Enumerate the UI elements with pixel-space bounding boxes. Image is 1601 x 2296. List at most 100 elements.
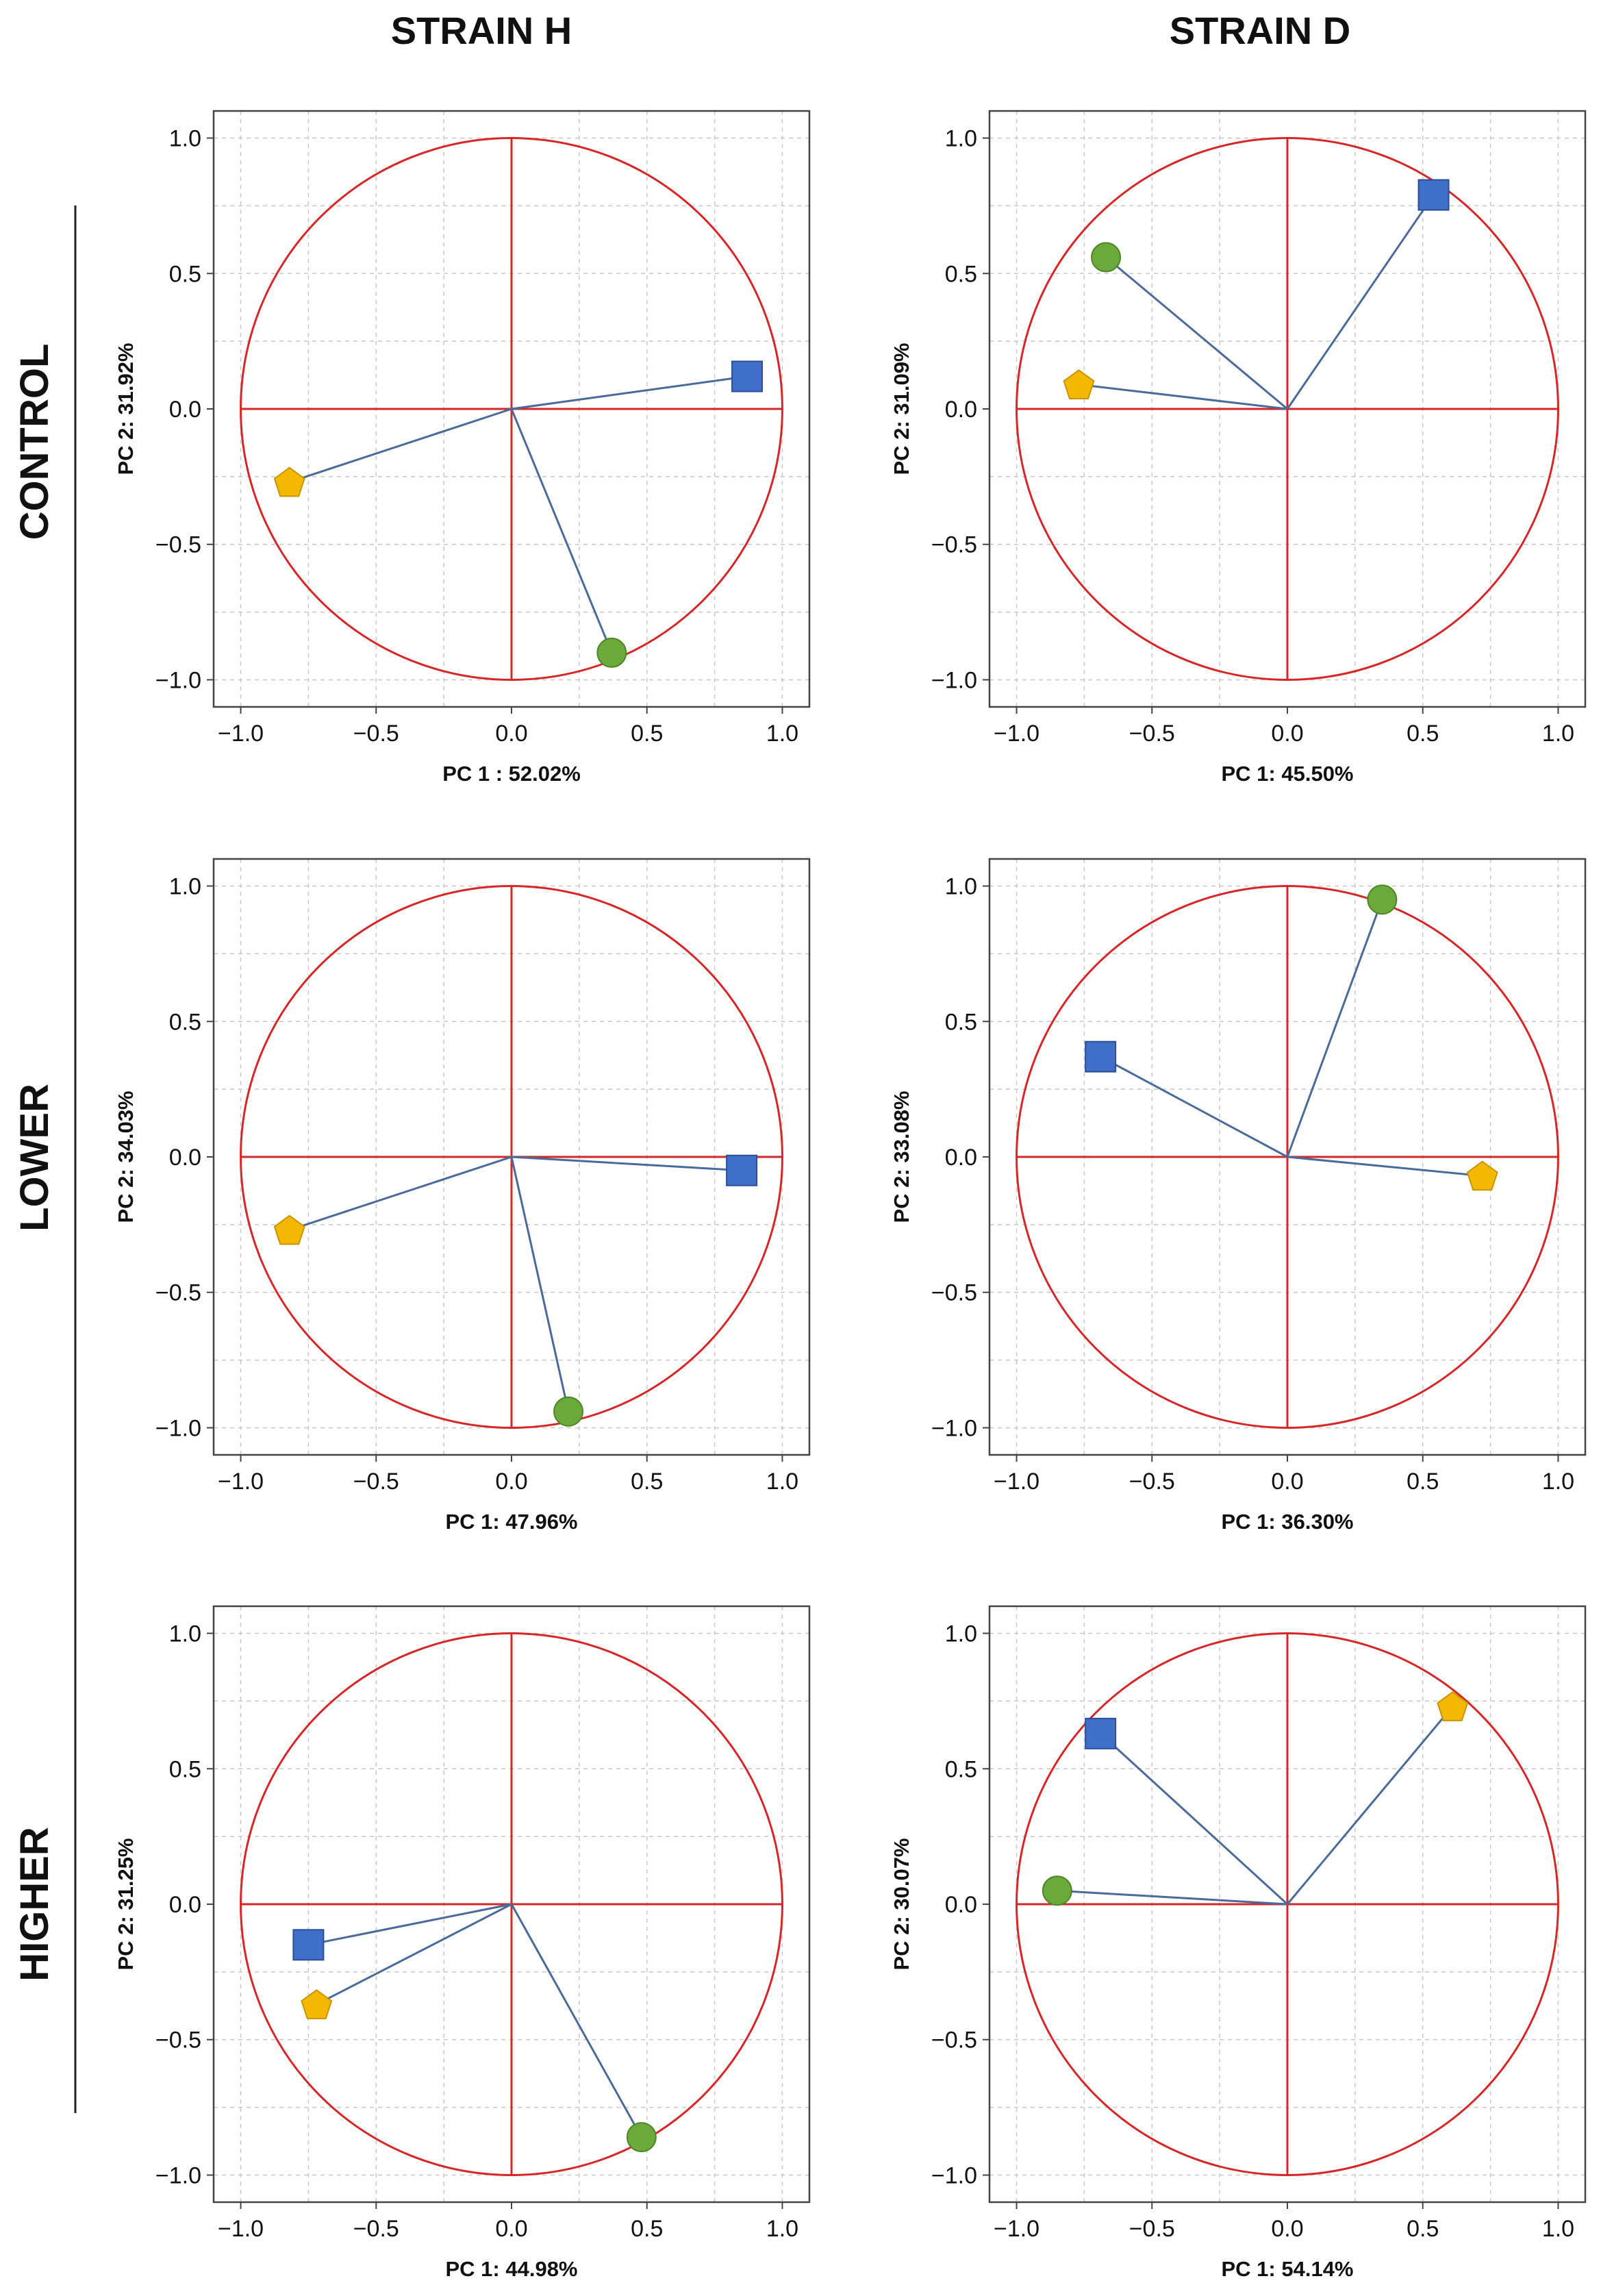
loading-vector-square <box>1286 194 1435 410</box>
row-title-control: CONTROL <box>12 344 57 540</box>
y-tick-label: 1.0 <box>945 874 977 900</box>
loading-vector-pentagon <box>289 1156 512 1232</box>
y-tick-label: −1.0 <box>155 1415 201 1441</box>
square-marker <box>726 1154 758 1186</box>
x-axis-title: PC 1 : 52.02% <box>442 762 581 786</box>
y-axis-title: PC 2: 34.03% <box>114 1091 138 1223</box>
x-tick-label: 0.0 <box>495 2216 527 2242</box>
x-tick-label: −0.5 <box>1129 721 1175 747</box>
y-axis-title: PC 2: 30.07% <box>890 1838 913 1971</box>
x-axis-title: PC 1: 47.96% <box>446 1510 578 1534</box>
y-tick-label: 1.0 <box>945 126 977 152</box>
pentagon-marker <box>273 466 305 497</box>
loading-vector-pentagon <box>289 408 512 484</box>
pentagon-marker <box>273 1214 305 1245</box>
x-tick-label: −1.0 <box>218 1469 264 1495</box>
y-tick-label: −1.0 <box>931 667 977 693</box>
y-tick-label: 1.0 <box>945 1621 977 1647</box>
x-tick-label: 0.0 <box>495 721 527 747</box>
chart-panel-1: −1.0 1.0 −0.5 0.5 0.0 0.0 0.5 −0.5 1.0 −1.0 PC 1 :… <box>114 110 811 786</box>
chart-panel-6: −1.0 1.0 −0.5 0.5 0.0 0.0 0.5 −0.5 1.0 −1.0 PC 1: … <box>890 1605 1587 2281</box>
x-tick-label: 0.5 <box>631 721 663 747</box>
x-tick-label: 1.0 <box>1542 721 1574 747</box>
y-tick-label: 1.0 <box>169 1621 201 1647</box>
x-axis-title: PC 1: 54.14% <box>1222 2257 1354 2281</box>
x-axis-title: PC 1: 36.30% <box>1222 1510 1354 1534</box>
square-marker <box>1417 179 1450 211</box>
pentagon-marker <box>1063 369 1095 399</box>
column-title-strain-h: STRAIN H <box>391 9 572 52</box>
x-tick-label: −1.0 <box>218 721 264 747</box>
x-axis-title: PC 1: 44.98% <box>446 2257 578 2281</box>
loading-vector-pentagon <box>1079 383 1288 410</box>
chart-panel-2: −1.0 1.0 −0.5 0.5 0.0 0.0 0.5 −0.5 1.0 −1.0 PC 1: … <box>890 110 1587 786</box>
x-tick-label: −0.5 <box>353 2216 399 2242</box>
pentagon-marker <box>301 1989 333 2019</box>
column-title-strain-d: STRAIN D <box>1170 9 1350 52</box>
x-tick-label: 0.0 <box>1271 2216 1303 2242</box>
circle-marker <box>553 1396 584 1427</box>
x-tick-label: −0.5 <box>1129 1469 1175 1495</box>
pentagon-marker <box>1466 1160 1498 1191</box>
chart-panel-5: −1.0 1.0 −0.5 0.5 0.0 0.0 0.5 −0.5 1.0 −1.0 PC 1: … <box>114 1605 811 2281</box>
y-axis-title: PC 2: 31.25% <box>114 1838 138 1971</box>
y-tick-label: −1.0 <box>155 667 201 693</box>
x-tick-label: 0.5 <box>1407 721 1439 747</box>
chart-panel-4: −1.0 1.0 −0.5 0.5 0.0 0.0 0.5 −0.5 1.0 −1.0 PC 1: … <box>890 858 1587 1534</box>
y-axis-title: PC 2: 31.92% <box>114 343 138 475</box>
square-marker <box>292 1929 325 1961</box>
circle-marker <box>1042 1875 1072 1906</box>
x-tick-label: −1.0 <box>994 721 1039 747</box>
y-tick-label: 0.0 <box>945 1892 977 1918</box>
loading-vector-circle <box>1105 256 1288 410</box>
loading-vector-pentagon <box>1287 1156 1483 1177</box>
square-marker <box>1085 1717 1117 1749</box>
x-tick-label: 1.0 <box>766 2216 798 2242</box>
chart-panel-3: −1.0 1.0 −0.5 0.5 0.0 0.0 0.5 −0.5 1.0 −1.0 PC 1: … <box>114 858 811 1534</box>
x-tick-label: 0.0 <box>1271 1469 1303 1495</box>
x-tick-label: 0.5 <box>1407 2216 1439 2242</box>
x-tick-label: −1.0 <box>994 2216 1039 2242</box>
y-tick-label: −0.5 <box>155 532 201 558</box>
row-title-higher: HIGHER <box>12 1827 57 1982</box>
pentagon-marker <box>1437 1691 1469 1721</box>
loading-vector-square <box>308 1903 512 1946</box>
y-tick-label: −0.5 <box>155 1280 201 1306</box>
circle-marker <box>1367 884 1398 915</box>
loading-vector-circle <box>510 1156 570 1412</box>
y-tick-label: 0.5 <box>169 1756 201 1782</box>
loading-vector-pentagon <box>316 1903 512 2006</box>
loading-vector-square <box>1100 1732 1289 1906</box>
x-tick-label: 1.0 <box>1542 2216 1574 2242</box>
y-tick-label: −0.5 <box>931 532 977 558</box>
y-tick-label: 0.5 <box>169 261 201 287</box>
square-marker <box>1085 1040 1117 1073</box>
x-tick-label: 0.0 <box>495 1469 527 1495</box>
y-tick-label: −0.5 <box>931 2027 977 2054</box>
y-axis-title: PC 2: 33.08% <box>890 1091 913 1223</box>
y-tick-label: 0.5 <box>169 1009 201 1035</box>
y-tick-label: −0.5 <box>155 2027 201 2054</box>
y-axis-title: PC 2: 31.09% <box>890 343 913 475</box>
y-tick-label: 0.5 <box>945 1009 977 1035</box>
x-tick-label: 1.0 <box>1542 1469 1574 1495</box>
y-tick-label: 0.5 <box>945 1756 977 1782</box>
y-tick-label: 0.5 <box>945 261 977 287</box>
y-tick-label: 0.0 <box>169 1892 201 1918</box>
loading-vector-square <box>511 1156 742 1172</box>
y-tick-label: −1.0 <box>931 1415 977 1441</box>
y-tick-label: −1.0 <box>155 2162 201 2188</box>
loading-vector-pentagon <box>1286 1706 1454 1905</box>
x-tick-label: 0.5 <box>631 2216 663 2242</box>
x-tick-label: 0.0 <box>1271 721 1303 747</box>
y-tick-label: 0.0 <box>945 1145 977 1171</box>
x-tick-label: 1.0 <box>766 1469 798 1495</box>
row-title-lower: LOWER <box>12 1084 57 1232</box>
y-tick-label: −1.0 <box>931 2162 977 2188</box>
x-axis-title: PC 1: 45.50% <box>1222 762 1354 786</box>
y-tick-label: 0.0 <box>169 1145 201 1171</box>
x-tick-label: 1.0 <box>766 721 798 747</box>
panels-group: −1.0 1.0 −0.5 0.5 0.0 0.0 0.5 −0.5 1.0 −1.0 PC 1 :… <box>114 110 1587 2281</box>
loading-vector-circle <box>510 408 613 653</box>
